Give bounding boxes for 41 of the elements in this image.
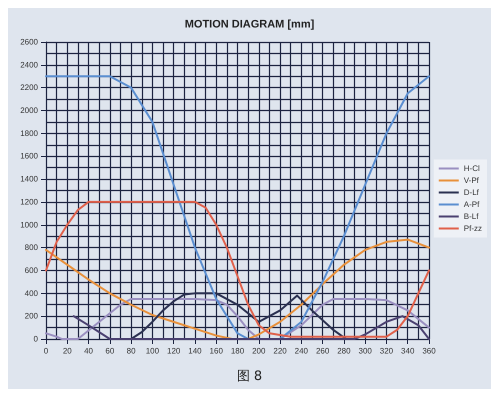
x-tick-label: 140 [188, 346, 202, 356]
y-tick-label: 1200 [20, 197, 39, 206]
caption: 图 8 [236, 369, 262, 384]
y-tick-label: 800 [24, 243, 39, 252]
y-tick-label: 2600 [20, 38, 39, 46]
x-tick-label: 60 [105, 346, 115, 356]
y-tick-label: 1000 [20, 220, 39, 230]
legend-label: B-Lf [464, 212, 480, 221]
x-tick-label: 160 [210, 346, 224, 356]
x-tick-label: 0 [44, 346, 49, 356]
y-tick-label: 1800 [20, 128, 39, 138]
legend-label: Pf-zz [464, 224, 482, 233]
y-tick-label: 0 [34, 334, 39, 344]
y-tick-label: 2000 [20, 106, 39, 116]
x-tick-label: 40 [84, 346, 94, 356]
x-tick-label: 260 [316, 346, 330, 356]
y-tick-label: 2400 [20, 60, 39, 70]
x-tick-label: 340 [401, 346, 415, 356]
x-tick-label: 120 [166, 346, 181, 356]
x-tick-label: 220 [273, 346, 288, 356]
y-tick-label: 2200 [20, 83, 39, 92]
x-tick-label: 180 [230, 346, 245, 356]
y-tick-label: 1400 [20, 174, 39, 184]
y-tick-label: 600 [24, 266, 39, 275]
x-tick-label: 80 [126, 346, 136, 356]
y-tick-label: 400 [24, 288, 39, 298]
y-tick-label: 200 [24, 312, 39, 321]
x-tick-label: 100 [146, 346, 160, 356]
x-tick-label: 300 [358, 346, 372, 356]
legend-label: D-Lf [464, 188, 480, 197]
legend-label: H-Cl [464, 164, 480, 173]
x-tick-label: 240 [294, 346, 309, 356]
x-tick-label: 320 [380, 346, 394, 356]
y-tick-label: 1600 [20, 152, 39, 161]
x-tick-label: 200 [252, 346, 266, 356]
x-tick-label: 360 [422, 346, 436, 356]
legend-label: V-Pf [464, 176, 480, 185]
legend-label: A-Pf [464, 200, 480, 209]
x-tick-label: 20 [62, 346, 72, 356]
x-tick-label: 280 [337, 346, 352, 356]
chart-title: MOTION DIAGRAM [mm] [184, 18, 315, 30]
